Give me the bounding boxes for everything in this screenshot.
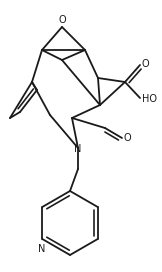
Text: N: N	[38, 244, 45, 254]
Text: N: N	[74, 144, 82, 154]
Text: O: O	[58, 15, 66, 25]
Text: HO: HO	[142, 94, 157, 104]
Text: O: O	[124, 133, 132, 143]
Text: O: O	[142, 59, 150, 69]
